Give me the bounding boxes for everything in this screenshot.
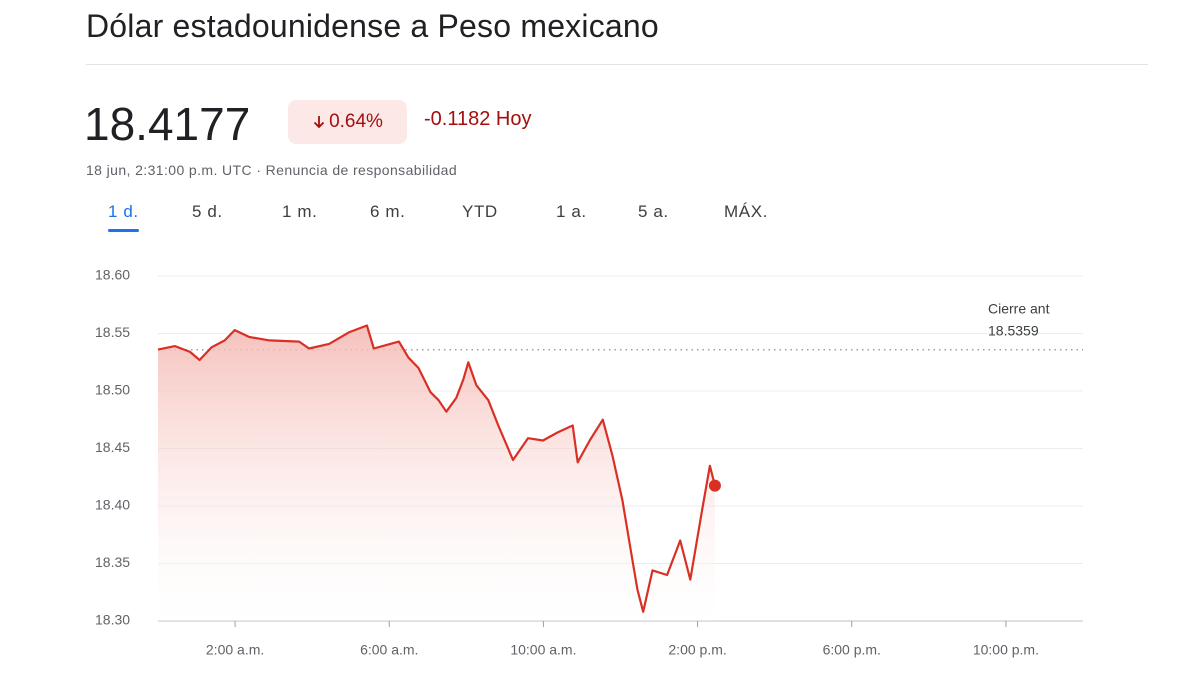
y-tick-label: 18.30 [95, 612, 130, 628]
last-point [708, 479, 721, 492]
y-tick-label: 18.50 [95, 382, 130, 398]
divider [86, 64, 1148, 65]
y-tick-label: 18.40 [95, 497, 130, 513]
range-tab[interactable]: 5 a. [638, 202, 669, 221]
range-tab[interactable]: 1 a. [556, 202, 587, 221]
price-line [157, 324, 716, 613]
timestamp: 18 jun, 2:31:00 p.m. UTC [86, 162, 253, 178]
previous-close-value: 18.5359 [988, 322, 1039, 338]
timestamp-line: 18 jun, 2:31:00 p.m. UTC · Renuncia de r… [86, 162, 457, 178]
range-tab[interactable]: YTD [462, 202, 498, 221]
disclaimer[interactable]: Renuncia de responsabilidad [265, 162, 458, 178]
change-percent: 0.64% [329, 111, 383, 132]
change: -0.1182 Hoy [424, 108, 532, 131]
change-value: -0.1182 [424, 108, 491, 130]
previous-close-label: Cierre ant [988, 300, 1050, 316]
x-tick-label: 6:00 p.m. [823, 642, 881, 658]
range-tab[interactable]: MÁX. [724, 202, 768, 221]
range-tab[interactable]: 5 d. [192, 202, 223, 221]
y-tick-label: 18.45 [95, 439, 130, 455]
range-tab[interactable]: 1 d. [108, 202, 139, 232]
area-fill [158, 325, 715, 621]
separator: · [256, 162, 262, 178]
price: 18.4177 [84, 98, 251, 150]
x-tick-label: 10:00 p.m. [973, 642, 1039, 658]
x-tick-label: 10:00 a.m. [510, 642, 576, 658]
y-tick-label: 18.35 [95, 554, 130, 570]
x-tick-label: 6:00 a.m. [360, 642, 418, 658]
x-tick-label: 2:00 a.m. [206, 642, 264, 658]
range-tab[interactable]: 6 m. [370, 202, 406, 221]
title: Dólar estadounidense a Peso mexicano [86, 8, 659, 44]
change-period: Hoy [495, 108, 532, 130]
y-tick-label: 18.60 [95, 267, 130, 283]
range-tab[interactable]: 1 m. [282, 202, 318, 221]
change-badge: 0.64% [288, 100, 407, 144]
down-arrow-icon [313, 116, 325, 129]
y-tick-label: 18.55 [95, 324, 130, 340]
x-tick-label: 2:00 p.m. [668, 642, 726, 658]
